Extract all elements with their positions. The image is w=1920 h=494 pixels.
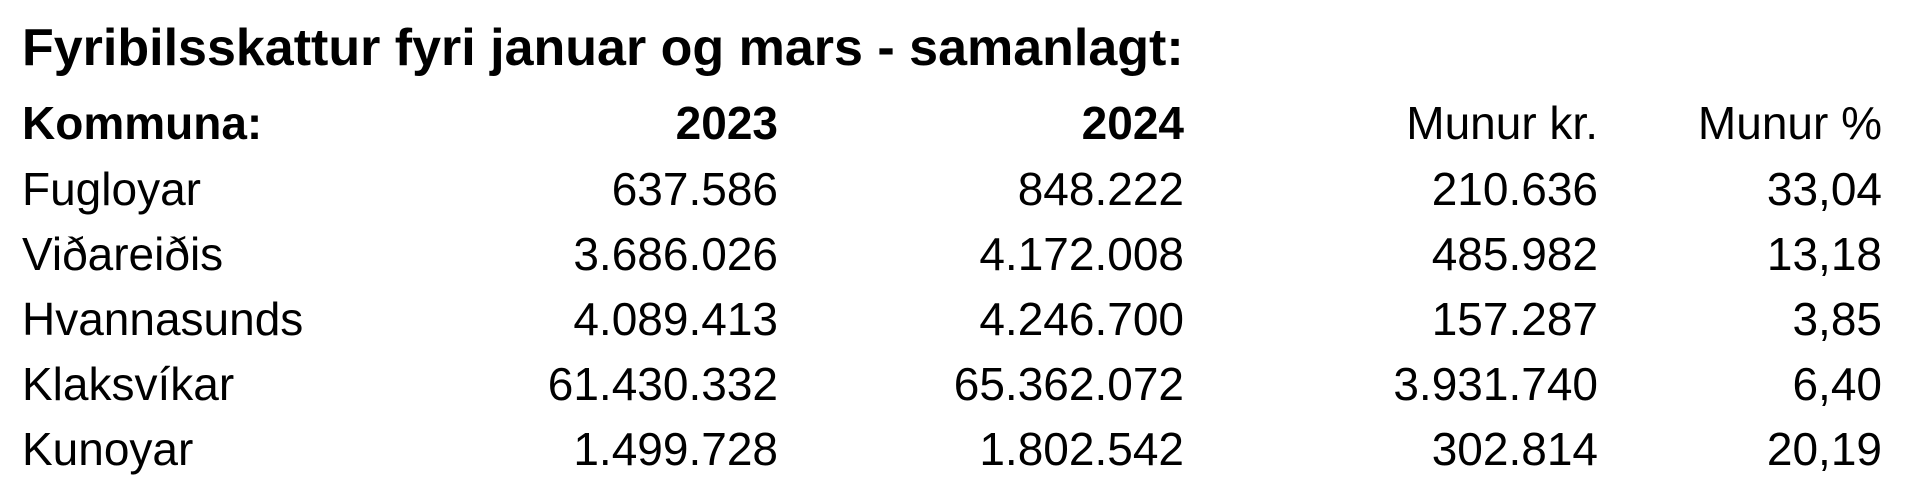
table-cell: 3.931.740 <box>1393 358 1598 410</box>
row-label: Hvannasunds <box>22 293 304 345</box>
table-cell: 637.586 <box>611 163 778 215</box>
row-label: Klaksvíkar <box>22 358 235 410</box>
table-cell: 485.982 <box>1431 228 1598 280</box>
table-cell: 6,40 <box>1792 358 1882 410</box>
table-cell: 3,85 <box>1792 293 1882 345</box>
row-label: Kunoyar <box>22 423 194 475</box>
row-label: Viðareiðis <box>22 228 224 280</box>
table-title: Fyribilsskattur fyri januar og mars - sa… <box>22 19 1184 77</box>
column-header: Munur % <box>1697 97 1882 149</box>
table-cell: 1.499.728 <box>573 423 778 475</box>
table-cell: 4.172.008 <box>979 228 1184 280</box>
table-cell: 65.362.072 <box>953 358 1184 410</box>
table-cell: 848.222 <box>1017 163 1184 215</box>
table-cell: 3.686.026 <box>573 228 778 280</box>
table-cell: 302.814 <box>1431 423 1598 475</box>
table-cell: 4.089.413 <box>573 293 778 345</box>
column-header: Munur kr. <box>1406 97 1598 149</box>
row-label: Fugloyar <box>22 163 201 215</box>
table-cell: 33,04 <box>1766 163 1882 215</box>
column-header: 2023 <box>675 97 778 149</box>
table-cell: 61.430.332 <box>547 358 778 410</box>
table-cell: 13,18 <box>1766 228 1882 280</box>
table-cell: 210.636 <box>1431 163 1598 215</box>
table-cell: 1.802.542 <box>979 423 1184 475</box>
table-cell: 157.287 <box>1431 293 1598 345</box>
table-cell: 20,19 <box>1766 423 1882 475</box>
column-header: Kommuna: <box>22 97 263 149</box>
column-header: 2024 <box>1081 97 1184 149</box>
table-cell: 4.246.700 <box>979 293 1184 345</box>
